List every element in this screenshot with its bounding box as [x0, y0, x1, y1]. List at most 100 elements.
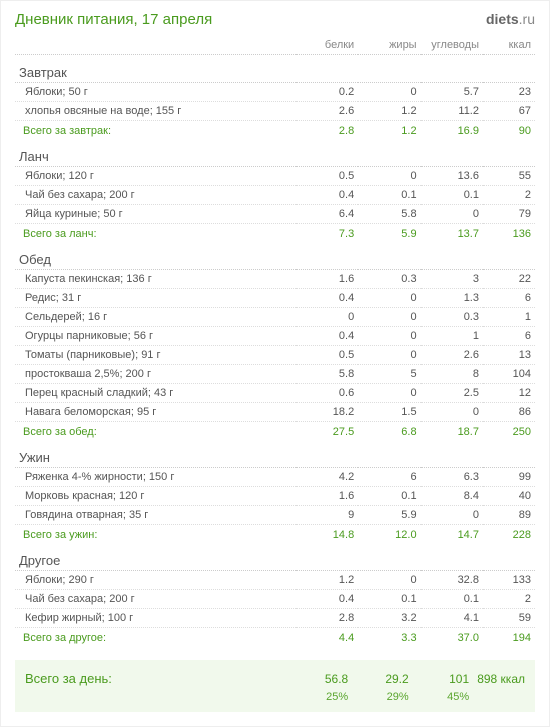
- food-row: Говядина отварная; 35 г95.9089: [15, 506, 535, 525]
- food-row: Томаты (парниковые); 91 г0.502.613: [15, 346, 535, 365]
- day-total-pct-row: 25% 29% 45%: [21, 689, 529, 706]
- cell-protein: 0.5: [296, 346, 358, 365]
- cell-protein: 0.4: [296, 590, 358, 609]
- food-row: Редис; 31 г0.401.36: [15, 289, 535, 308]
- meal-section: Завтрак: [15, 55, 535, 83]
- cell-kcal: 133: [483, 571, 535, 590]
- cell-name: Сельдерей; 16 г: [15, 308, 296, 327]
- food-row: Кефир жирный; 100 г2.83.24.159: [15, 609, 535, 628]
- cell-kcal: 13: [483, 346, 535, 365]
- cell-name: Яйца куриные; 50 г: [15, 205, 296, 224]
- subtotal-carbs: 18.7: [421, 422, 483, 441]
- subtotal-name: Всего за завтрак:: [15, 121, 296, 140]
- cell-fat: 0.1: [358, 590, 420, 609]
- nutrition-table: белки жиры углеводы ккал ЗавтракЯблоки; …: [15, 36, 535, 646]
- cell-protein: 0.2: [296, 83, 358, 102]
- cell-fat: 0.1: [358, 487, 420, 506]
- cell-carbs: 0: [421, 205, 483, 224]
- cell-protein: 6.4: [296, 205, 358, 224]
- col-protein: белки: [296, 36, 358, 55]
- cell-name: Ряженка 4-% жирности; 150 г: [15, 468, 296, 487]
- food-row: Яблоки; 50 г0.205.723: [15, 83, 535, 102]
- cell-carbs: 11.2: [421, 102, 483, 121]
- cell-fat: 0.3: [358, 270, 420, 289]
- subtotal-fat: 5.9: [358, 224, 420, 243]
- subtotal-carbs: 16.9: [421, 121, 483, 140]
- cell-carbs: 3: [421, 270, 483, 289]
- cell-protein: 5.8: [296, 365, 358, 384]
- meal-title: Ланч: [15, 139, 535, 167]
- subtotal-fat: 3.3: [358, 628, 420, 647]
- subtotal-name: Всего за обед:: [15, 422, 296, 441]
- cell-kcal: 86: [483, 403, 535, 422]
- cell-kcal: 67: [483, 102, 535, 121]
- meal-section: Другое: [15, 543, 535, 571]
- cell-carbs: 6.3: [421, 468, 483, 487]
- cell-fat: 3.2: [358, 609, 420, 628]
- day-total-carbs: 101: [413, 668, 473, 689]
- cell-kcal: 2: [483, 590, 535, 609]
- food-row: Яйца куриные; 50 г6.45.8079: [15, 205, 535, 224]
- cell-kcal: 59: [483, 609, 535, 628]
- food-row: Капуста пекинская; 136 г1.60.3322: [15, 270, 535, 289]
- header-bar: Дневник питания, 17 апреля diets.ru: [15, 11, 535, 28]
- cell-fat: 6: [358, 468, 420, 487]
- cell-protein: 2.8: [296, 609, 358, 628]
- cell-kcal: 99: [483, 468, 535, 487]
- cell-kcal: 22: [483, 270, 535, 289]
- cell-name: простокваша 2,5%; 200 г: [15, 365, 296, 384]
- cell-carbs: 1: [421, 327, 483, 346]
- cell-carbs: 2.5: [421, 384, 483, 403]
- cell-name: Капуста пекинская; 136 г: [15, 270, 296, 289]
- cell-carbs: 0: [421, 403, 483, 422]
- subtotal-name: Всего за другое:: [15, 628, 296, 647]
- subtotal-protein: 7.3: [296, 224, 358, 243]
- subtotal-carbs: 13.7: [421, 224, 483, 243]
- day-total-pct-carbs: 45%: [413, 689, 473, 706]
- cell-carbs: 2.6: [421, 346, 483, 365]
- cell-fat: 0: [358, 308, 420, 327]
- meal-subtotal: Всего за ланч:7.35.913.7136: [15, 224, 535, 243]
- cell-name: Чай без сахара; 200 г: [15, 186, 296, 205]
- food-row: хлопья овсяные на воде; 155 г2.61.211.26…: [15, 102, 535, 121]
- subtotal-carbs: 14.7: [421, 525, 483, 544]
- subtotal-protein: 14.8: [296, 525, 358, 544]
- meal-section: Ужин: [15, 440, 535, 468]
- subtotal-kcal: 90: [483, 121, 535, 140]
- meal-subtotal: Всего за другое:4.43.337.0194: [15, 628, 535, 647]
- cell-protein: 2.6: [296, 102, 358, 121]
- subtotal-kcal: 194: [483, 628, 535, 647]
- col-kcal: ккал: [483, 36, 535, 55]
- cell-carbs: 32.8: [421, 571, 483, 590]
- day-total-pct-fat: 29%: [352, 689, 412, 706]
- cell-carbs: 8.4: [421, 487, 483, 506]
- cell-kcal: 89: [483, 506, 535, 525]
- page-title: Дневник питания, 17 апреля: [15, 11, 212, 28]
- cell-kcal: 12: [483, 384, 535, 403]
- cell-kcal: 55: [483, 167, 535, 186]
- cell-carbs: 5.7: [421, 83, 483, 102]
- cell-protein: 9: [296, 506, 358, 525]
- cell-protein: 4.2: [296, 468, 358, 487]
- food-row: Чай без сахара; 200 г0.40.10.12: [15, 186, 535, 205]
- logo-brand: diets: [486, 11, 519, 27]
- cell-name: Яблоки; 290 г: [15, 571, 296, 590]
- cell-kcal: 79: [483, 205, 535, 224]
- cell-carbs: 0.1: [421, 590, 483, 609]
- cell-kcal: 23: [483, 83, 535, 102]
- cell-protein: 0.4: [296, 327, 358, 346]
- food-row: Сельдерей; 16 г000.31: [15, 308, 535, 327]
- logo-tld: .ru: [519, 11, 535, 27]
- food-row: Чай без сахара; 200 г0.40.10.12: [15, 590, 535, 609]
- cell-carbs: 0.1: [421, 186, 483, 205]
- meal-title: Ужин: [15, 440, 535, 468]
- meal-subtotal: Всего за обед:27.56.818.7250: [15, 422, 535, 441]
- cell-name: Томаты (парниковые); 91 г: [15, 346, 296, 365]
- col-fat: жиры: [358, 36, 420, 55]
- cell-fat: 5.8: [358, 205, 420, 224]
- cell-fat: 0: [358, 289, 420, 308]
- day-total-label: Всего за день:: [21, 668, 292, 689]
- subtotal-name: Всего за ужин:: [15, 525, 296, 544]
- cell-carbs: 4.1: [421, 609, 483, 628]
- food-diary: Дневник питания, 17 апреля diets.ru белк…: [0, 0, 550, 727]
